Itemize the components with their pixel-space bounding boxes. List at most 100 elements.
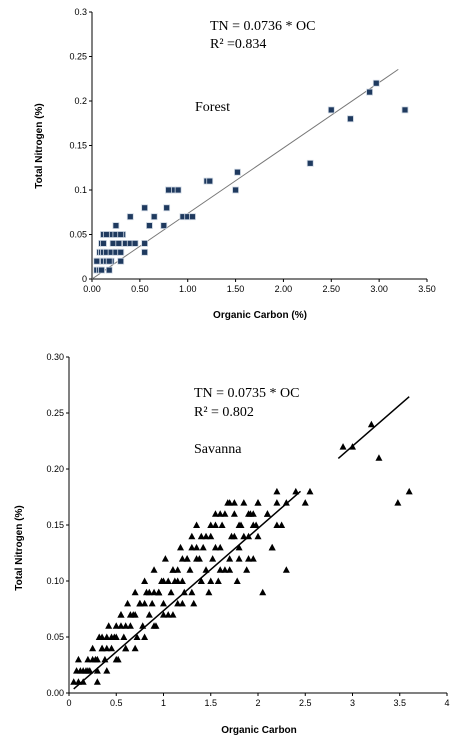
y-tick-label: 0.3: [74, 7, 87, 17]
y-tick-label: 0.10: [46, 576, 64, 586]
data-point: [164, 577, 172, 584]
forest-site-label: Forest: [195, 100, 230, 115]
data-point: [155, 588, 163, 596]
data-point: [245, 532, 253, 540]
data-point: [103, 633, 111, 640]
data-point: [205, 588, 213, 596]
data-point: [232, 186, 239, 194]
y-tick-label: 0.15: [46, 520, 64, 530]
data-point: [133, 633, 141, 640]
x-tick-label: 0.50: [131, 284, 149, 294]
data-point: [174, 577, 182, 584]
data-point: [216, 543, 224, 551]
savanna-trendline: [73, 396, 410, 690]
data-point: [126, 213, 134, 221]
x-tick-label: 2.00: [275, 284, 293, 294]
data-point: [226, 555, 234, 562]
data-point: [117, 257, 125, 265]
data-point: [243, 566, 251, 573]
data-point: [327, 106, 335, 114]
y-tick-label: 0.20: [46, 464, 64, 474]
data-point: [93, 667, 101, 674]
x-tick-label: 1: [161, 698, 166, 708]
data-point: [84, 655, 92, 663]
forest-y-axis-title: Total Nitrogen (%): [34, 103, 45, 188]
data-point: [141, 239, 149, 247]
data-point: [126, 622, 134, 629]
data-point: [273, 521, 281, 528]
x-tick-label: 3.5: [393, 698, 406, 708]
data-point: [174, 186, 182, 194]
data-point: [108, 644, 116, 652]
savanna-chart: 0.00 0.05 0.10 0.15 0.20 0.25 0.30 0 0.5 1 1.5 2 2.…: [14, 352, 450, 736]
data-point: [209, 555, 217, 562]
data-point: [301, 499, 309, 506]
data-point: [98, 644, 106, 652]
data-point: [180, 588, 188, 596]
x-tick-label: 2.50: [323, 284, 341, 294]
data-point: [207, 521, 215, 528]
x-tick-label: 1.50: [227, 284, 245, 294]
data-point: [84, 667, 92, 674]
data-point: [202, 532, 210, 540]
data-point: [163, 204, 171, 212]
data-point: [131, 611, 139, 618]
data-point: [93, 655, 101, 663]
y-tick-label: 0.00: [46, 688, 64, 698]
forest-axes: [91, 12, 427, 280]
data-point: [174, 599, 182, 607]
data-point: [372, 79, 380, 87]
data-point: [131, 239, 139, 247]
data-point: [145, 588, 153, 596]
data-point: [124, 599, 132, 607]
data-point: [207, 532, 215, 540]
data-point: [117, 622, 125, 629]
data-point: [394, 499, 402, 506]
data-point: [169, 566, 177, 573]
data-point: [150, 566, 158, 573]
data-point: [131, 588, 139, 596]
data-point: [108, 633, 116, 640]
data-point: [141, 248, 149, 256]
data-point: [177, 543, 185, 551]
data-point: [74, 678, 82, 685]
y-tick-label: 0.05: [46, 632, 64, 642]
data-point: [164, 611, 172, 618]
data-point: [102, 231, 110, 238]
data-point: [230, 499, 238, 506]
data-point: [146, 222, 153, 230]
forest-y-ticks: 0 0.05 0.1 0.15 0.2 0.25 0.3: [69, 7, 92, 284]
savanna-equation: TN = 0.0735 * OC: [194, 386, 300, 401]
forest-equation: TN = 0.0736 * OC: [210, 19, 316, 34]
data-point: [339, 443, 347, 450]
data-point: [197, 577, 205, 584]
y-tick-label: 0.1: [74, 185, 87, 195]
data-point: [148, 599, 156, 607]
data-point: [235, 555, 243, 562]
data-point: [230, 532, 238, 540]
data-point: [245, 555, 253, 562]
data-point: [249, 510, 257, 517]
data-point: [221, 510, 229, 517]
forest-trendline: [91, 68, 399, 280]
data-point: [193, 543, 201, 551]
data-point: [193, 555, 201, 562]
data-point: [117, 231, 125, 238]
data-point: [122, 622, 130, 629]
data-point: [401, 106, 409, 114]
data-point: [221, 566, 229, 573]
data-point: [145, 611, 153, 618]
x-tick-label: 1.00: [179, 284, 197, 294]
x-tick-label: 3: [350, 698, 355, 708]
data-point: [282, 499, 290, 506]
data-point: [230, 510, 238, 517]
data-point: [141, 204, 149, 212]
x-tick-label: 2.5: [299, 698, 312, 708]
data-point: [103, 644, 111, 652]
data-point: [89, 644, 97, 652]
x-tick-label: 0.00: [83, 284, 101, 294]
data-point: [117, 248, 125, 256]
data-point: [273, 499, 281, 506]
forest-x-ticks: 0.00 0.50 1.00 1.50 2.00 2.50 3.00 3.50: [83, 279, 436, 294]
